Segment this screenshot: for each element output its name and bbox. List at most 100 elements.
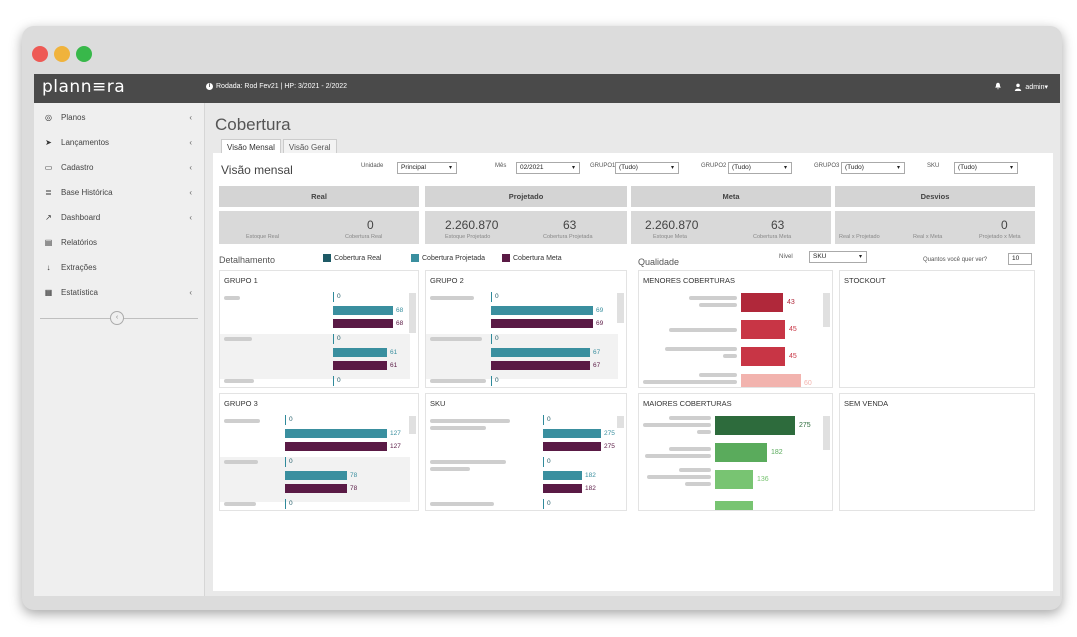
grupo3-select[interactable]: (Tudo) ▾: [841, 162, 905, 174]
caret-down-icon: ▾: [448, 165, 452, 171]
nivel-label: Nível: [779, 254, 793, 260]
projetado-header: Projetado: [425, 186, 627, 207]
caret-down-icon: ▾: [858, 254, 862, 260]
bar-menor-1: [741, 293, 783, 312]
sidebar-item-base-historica[interactable]: ≣ Base Histórica ‹: [34, 180, 204, 205]
page-title: Cobertura: [215, 115, 291, 134]
sidebar-item-extracoes[interactable]: ↓ Extrações: [34, 255, 204, 280]
menores-coberturas-card: MENORES COBERTURAS 43 45 45 60: [638, 270, 833, 388]
run-info: i Rodada: Rod Fev21 | HP: 3/2021 - 2/2022: [206, 83, 347, 90]
nivel-select[interactable]: SKU ▾: [809, 251, 867, 263]
mes-select[interactable]: 02/2021 ▾: [516, 162, 580, 174]
database-icon: ≣: [45, 188, 52, 197]
bar-value: 68: [396, 320, 404, 327]
blurred-label: [679, 468, 711, 472]
bar-real: [543, 457, 544, 467]
unidade-value: Principal: [401, 164, 426, 171]
sidebar-item-label: Base Histórica: [61, 188, 113, 197]
bar-value: 0: [547, 416, 551, 423]
user-menu[interactable]: admin▾: [1014, 83, 1048, 91]
scrollbar[interactable]: [823, 416, 830, 450]
bar-menor-4: [741, 374, 801, 387]
blurred-label: [699, 373, 737, 377]
bar-value: 78: [350, 485, 358, 492]
grupo1-card: GRUPO 1 0 68 68 0 61 61 0: [219, 270, 419, 388]
user-icon: [1015, 83, 1022, 91]
quantos-input[interactable]: 10: [1008, 253, 1032, 265]
minimize-window-button[interactable]: [54, 46, 70, 62]
blurred-label: [645, 454, 711, 458]
sidebar-item-label: Dashboard: [61, 213, 101, 222]
mes-value: 02/2021: [520, 164, 544, 171]
estoque-projetado-label: Estoque Projetado: [445, 234, 491, 240]
sku-label: SKU: [927, 163, 940, 169]
sidebar-item-planos[interactable]: ◎ Planos ‹: [34, 105, 204, 130]
unidade-label: Unidade: [361, 163, 384, 169]
run-info-text: Rodada: Rod Fev21 | HP: 3/2021 - 2/2022: [216, 83, 348, 90]
card-title: GRUPO 2: [430, 276, 464, 285]
sidebar-item-dashboard[interactable]: ↗ Dashboard ‹: [34, 205, 204, 230]
bar-projetada: [543, 429, 601, 438]
unidade-select[interactable]: Principal ▾: [397, 162, 457, 174]
bell-icon[interactable]: [994, 82, 1002, 92]
calculator-icon: ▦: [44, 288, 53, 297]
meta-kpi: 2.260.870 Estoque Meta 63 Cobertura Meta: [631, 211, 831, 244]
blurred-label: [430, 379, 486, 383]
grupo2-select[interactable]: (Tudo) ▾: [728, 162, 792, 174]
legend-label: Cobertura Projetada: [422, 254, 486, 262]
close-window-button[interactable]: [32, 46, 48, 62]
bar-real: [333, 376, 334, 386]
tab-visao-geral[interactable]: Visão Geral: [282, 139, 337, 155]
sidebar-collapse: ‹: [40, 311, 198, 325]
chevron-left-icon: ‹: [189, 288, 192, 297]
card-title: GRUPO 3: [224, 399, 258, 408]
sidebar-item-label: Lançamentos: [61, 138, 110, 147]
sku-select[interactable]: (Tudo) ▾: [954, 162, 1018, 174]
file-icon: ▤: [44, 238, 53, 247]
chevron-left-icon: ‹: [189, 113, 192, 122]
blurred-label: [689, 296, 737, 300]
bar-menor-3: [741, 347, 785, 366]
info-icon: i: [206, 83, 213, 90]
scrollbar[interactable]: [617, 416, 624, 428]
cobertura-real-label: Cobertura Real: [345, 234, 383, 240]
bar-menor-2: [741, 320, 785, 339]
collapse-sidebar-button[interactable]: ‹: [110, 311, 124, 325]
cobertura-projetada-value: 63: [563, 218, 577, 232]
blurred-label: [224, 460, 258, 464]
sidebar-item-estatistica[interactable]: ▦ Estatística ‹: [34, 280, 204, 305]
bar-value: 127: [390, 443, 401, 450]
window-controls: [32, 46, 92, 62]
bar-meta: [285, 484, 347, 493]
grupo2-card: GRUPO 2 0 69 69 0 67 67 0: [425, 270, 627, 388]
bar-value: 182: [771, 449, 783, 456]
blurred-label: [665, 347, 737, 351]
scrollbar[interactable]: [823, 293, 830, 327]
bar-value: 275: [799, 422, 811, 429]
grupo1-select[interactable]: (Tudo) ▾: [615, 162, 679, 174]
blurred-label: [669, 328, 737, 332]
tab-visao-mensal[interactable]: Visão Mensal: [221, 139, 281, 155]
bar-meta: [491, 361, 590, 370]
chevron-left-icon: ‹: [189, 163, 192, 172]
sidebar-item-relatorios[interactable]: ▤ Relatórios: [34, 230, 204, 255]
bar-value: 43: [787, 299, 795, 306]
bar-value: 182: [585, 472, 596, 479]
maximize-window-button[interactable]: [76, 46, 92, 62]
bar-meta: [491, 319, 593, 328]
sidebar-item-label: Extrações: [61, 263, 97, 272]
scrollbar[interactable]: [409, 293, 416, 333]
bar-value: 67: [593, 362, 601, 369]
grupo3-value: (Tudo): [845, 164, 864, 171]
sidebar-item-cadastro[interactable]: ▭ Cadastro ‹: [34, 155, 204, 180]
card-title: MENORES COBERTURAS: [643, 276, 735, 285]
app-logo[interactable]: plann≡ra: [42, 77, 126, 97]
scrollbar[interactable]: [617, 293, 624, 323]
legend-cobertura-projetada: Cobertura Projetada: [411, 254, 485, 262]
dashboard-panel: Visão mensal Unidade Principal ▾ Mês 02/2…: [213, 153, 1053, 591]
sidebar-item-label: Cadastro: [61, 163, 94, 172]
cobertura-meta-label: Cobertura Meta: [753, 234, 792, 240]
sidebar-item-lancamentos[interactable]: ➤ Lançamentos ‹: [34, 130, 204, 155]
main-content: Cobertura Visão Mensal Visão Geral Visão…: [205, 103, 1060, 596]
scrollbar[interactable]: [409, 416, 416, 434]
